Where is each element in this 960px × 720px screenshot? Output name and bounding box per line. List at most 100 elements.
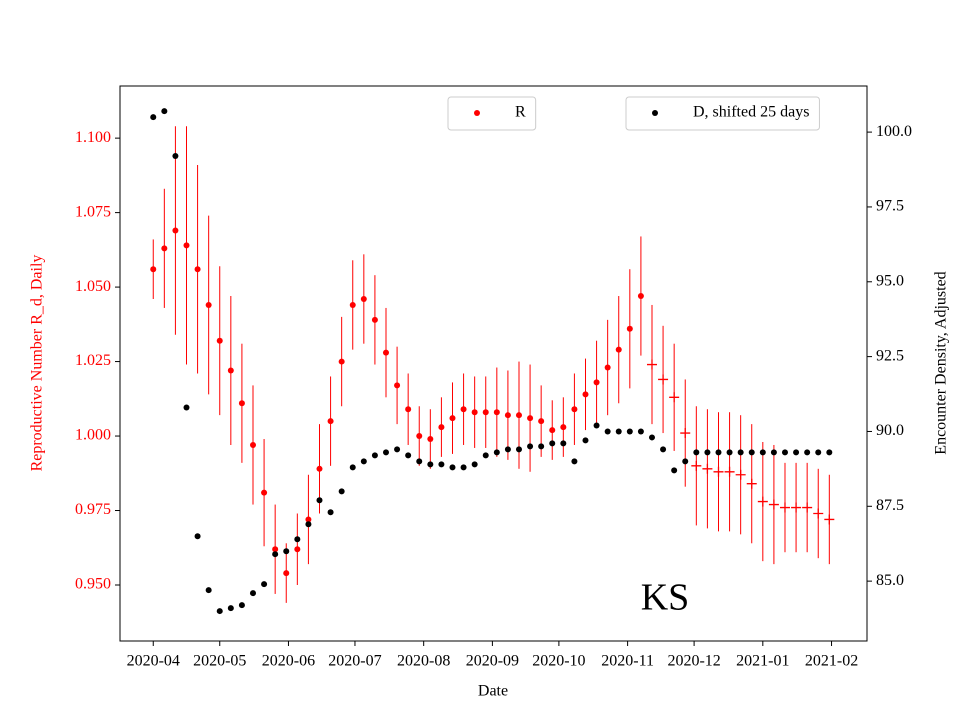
point — [582, 437, 589, 444]
legend-box — [447, 96, 537, 131]
point — [515, 412, 522, 419]
point — [283, 570, 290, 577]
legend-box — [625, 96, 820, 131]
plus-marker — [724, 466, 735, 477]
point — [194, 533, 201, 540]
point — [504, 412, 511, 419]
point — [338, 488, 345, 495]
point — [493, 409, 500, 416]
point — [449, 415, 456, 422]
point — [305, 516, 312, 523]
y2-tick-label: 100.0 — [876, 123, 912, 140]
point — [371, 452, 378, 459]
point — [249, 441, 256, 448]
point — [715, 449, 722, 456]
y-tick-label: 0.975 — [75, 501, 111, 518]
point — [560, 424, 567, 431]
annotation: KS — [641, 577, 690, 619]
point — [161, 108, 168, 115]
point — [371, 316, 378, 323]
point — [748, 449, 755, 456]
point — [704, 449, 711, 456]
point — [637, 293, 644, 300]
y2-tick-label: 87.5 — [876, 497, 904, 514]
x-tick-label: 2021-01 — [736, 653, 789, 670]
point — [394, 446, 401, 453]
y-tick-label: 1.050 — [75, 278, 111, 295]
point — [416, 433, 423, 440]
point — [316, 465, 323, 472]
point — [471, 461, 478, 468]
point — [504, 446, 511, 453]
y2-tick-label: 90.0 — [876, 422, 904, 439]
point — [327, 509, 334, 516]
point — [316, 497, 323, 504]
point — [582, 391, 589, 398]
plus-marker — [746, 478, 757, 489]
point — [515, 446, 522, 453]
point — [172, 227, 179, 234]
point — [527, 443, 534, 450]
point — [150, 114, 157, 121]
point — [660, 446, 667, 453]
point — [460, 406, 467, 413]
point — [349, 464, 356, 471]
point — [571, 458, 578, 465]
point — [238, 400, 245, 407]
point — [759, 449, 766, 456]
y2-tick-label: 95.0 — [876, 272, 904, 289]
point — [172, 153, 179, 160]
point — [793, 449, 800, 456]
point — [227, 605, 234, 612]
y-tick-label: 1.100 — [75, 129, 111, 146]
point — [416, 458, 423, 465]
y-tick-label: 1.000 — [75, 427, 111, 444]
point — [405, 452, 412, 459]
point — [405, 406, 412, 413]
point — [671, 467, 678, 474]
point — [815, 449, 822, 456]
plus-marker — [735, 469, 746, 480]
point — [161, 245, 168, 252]
point — [438, 424, 445, 431]
point — [427, 461, 434, 468]
plus-marker — [658, 374, 669, 385]
point — [604, 428, 611, 435]
plot-frame — [119, 85, 868, 642]
point — [150, 266, 157, 273]
point — [571, 406, 578, 413]
point — [693, 449, 700, 456]
point — [183, 242, 190, 249]
point — [615, 346, 622, 353]
point — [272, 546, 279, 553]
y2-tick-label: 85.0 — [876, 572, 904, 589]
x-tick-label: 2020-10 — [532, 653, 585, 670]
point — [427, 436, 434, 443]
point — [227, 367, 234, 374]
point — [261, 581, 268, 588]
point — [394, 382, 401, 389]
point — [449, 464, 456, 471]
legend-marker — [652, 110, 658, 116]
point — [493, 449, 500, 456]
point — [216, 337, 223, 344]
x-tick-label: 2020-05 — [193, 653, 246, 670]
legend-label: R — [515, 104, 526, 121]
point — [471, 409, 478, 416]
point — [604, 364, 611, 371]
point — [238, 602, 245, 609]
x-tick-label: 2020-11 — [601, 653, 654, 670]
point — [615, 428, 622, 435]
point — [770, 449, 777, 456]
point — [349, 301, 356, 308]
point — [648, 434, 655, 441]
point — [804, 449, 811, 456]
plus-marker — [757, 496, 768, 507]
y-tick-label: 0.950 — [75, 576, 111, 593]
point — [216, 608, 223, 615]
legend-label: D, shifted 25 days — [693, 104, 809, 121]
y2-axis-label: Encounter Density, Adjusted — [933, 271, 950, 454]
point — [382, 449, 389, 456]
point — [826, 449, 833, 456]
